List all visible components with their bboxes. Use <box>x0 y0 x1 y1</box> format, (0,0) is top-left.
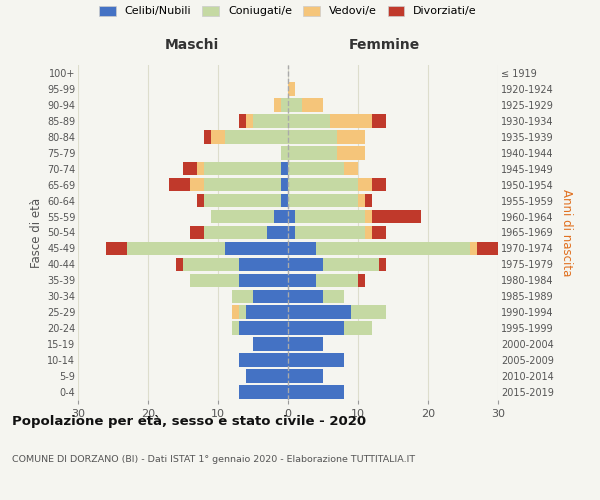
Bar <box>232 306 239 319</box>
Bar <box>253 338 288 351</box>
Bar <box>337 130 365 143</box>
Bar <box>239 354 288 367</box>
Bar <box>225 242 288 255</box>
Bar <box>344 322 372 335</box>
Bar <box>288 98 302 112</box>
Bar <box>288 226 295 239</box>
Bar <box>288 290 323 303</box>
Bar <box>239 306 246 319</box>
Bar <box>288 162 344 175</box>
Bar <box>211 130 225 143</box>
Bar <box>372 114 386 128</box>
Text: Popolazione per età, sesso e stato civile - 2020: Popolazione per età, sesso e stato civil… <box>12 415 366 428</box>
Bar <box>239 274 288 287</box>
Bar <box>281 146 288 160</box>
Bar <box>183 162 197 175</box>
Bar <box>127 242 225 255</box>
Bar <box>365 194 372 207</box>
Bar <box>253 290 288 303</box>
Bar <box>344 162 358 175</box>
Bar <box>232 322 239 335</box>
Bar <box>239 258 288 271</box>
Bar <box>337 146 365 160</box>
Bar <box>246 306 288 319</box>
Bar <box>379 258 386 271</box>
Bar <box>477 242 498 255</box>
Bar <box>288 210 295 224</box>
Bar <box>288 194 358 207</box>
Bar <box>281 98 288 112</box>
Bar <box>358 274 365 287</box>
Y-axis label: Fasce di età: Fasce di età <box>29 198 43 268</box>
Bar <box>204 178 281 192</box>
Bar <box>365 210 372 224</box>
Bar <box>288 258 323 271</box>
Bar <box>267 226 288 239</box>
Bar <box>288 146 337 160</box>
Bar <box>288 178 358 192</box>
Bar <box>281 178 288 192</box>
Bar <box>281 162 288 175</box>
Bar <box>288 274 316 287</box>
Bar <box>288 114 330 128</box>
Bar <box>239 322 288 335</box>
Bar <box>176 258 183 271</box>
Bar <box>225 130 288 143</box>
Text: Maschi: Maschi <box>164 38 218 52</box>
Bar <box>246 114 253 128</box>
Bar <box>204 226 267 239</box>
Bar <box>295 210 365 224</box>
Bar <box>323 290 344 303</box>
Bar <box>372 226 386 239</box>
Bar <box>323 258 379 271</box>
Bar <box>316 242 470 255</box>
Bar <box>204 194 281 207</box>
Bar <box>288 242 316 255</box>
Bar <box>274 210 288 224</box>
Bar <box>358 178 372 192</box>
Bar <box>288 370 323 383</box>
Bar <box>106 242 127 255</box>
Bar <box>232 290 253 303</box>
Bar <box>288 82 295 96</box>
Bar <box>211 210 274 224</box>
Text: Femmine: Femmine <box>349 38 420 52</box>
Bar <box>190 178 204 192</box>
Text: COMUNE DI DORZANO (BI) - Dati ISTAT 1° gennaio 2020 - Elaborazione TUTTITALIA.IT: COMUNE DI DORZANO (BI) - Dati ISTAT 1° g… <box>12 455 415 464</box>
Bar <box>365 226 372 239</box>
Bar <box>288 385 344 399</box>
Bar <box>197 162 204 175</box>
Bar <box>169 178 190 192</box>
Bar <box>288 338 323 351</box>
Legend: Celibi/Nubili, Coniugati/e, Vedovi/e, Divorziati/e: Celibi/Nubili, Coniugati/e, Vedovi/e, Di… <box>99 6 477 16</box>
Bar <box>288 306 351 319</box>
Bar <box>316 274 358 287</box>
Bar <box>204 162 281 175</box>
Bar <box>197 194 204 207</box>
Bar <box>253 114 288 128</box>
Bar <box>351 306 386 319</box>
Bar <box>288 354 344 367</box>
Bar <box>190 274 239 287</box>
Bar <box>470 242 477 255</box>
Bar <box>239 114 246 128</box>
Bar <box>288 130 337 143</box>
Bar <box>295 226 365 239</box>
Bar <box>330 114 372 128</box>
Bar <box>372 178 386 192</box>
Bar <box>281 194 288 207</box>
Bar <box>204 130 211 143</box>
Bar <box>302 98 323 112</box>
Bar <box>358 194 365 207</box>
Bar <box>246 370 288 383</box>
Bar <box>190 226 204 239</box>
Bar <box>288 322 344 335</box>
Bar <box>372 210 421 224</box>
Bar <box>183 258 239 271</box>
Bar <box>274 98 281 112</box>
Y-axis label: Anni di nascita: Anni di nascita <box>560 189 573 276</box>
Bar <box>239 385 288 399</box>
